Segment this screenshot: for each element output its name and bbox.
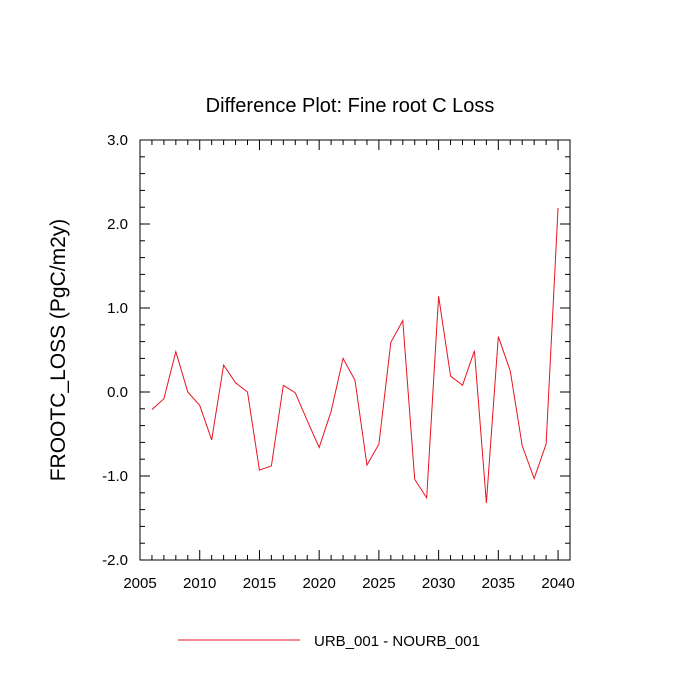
y-tick-label: 0.0 (107, 384, 128, 401)
legend-label: URB_001 - NOURB_001 (314, 633, 480, 650)
series-line-0 (151, 208, 559, 503)
x-tick-label: 2005 (123, 575, 156, 592)
x-tick-label: 2015 (243, 575, 276, 592)
y-axis-label: FROOTC_LOSS (PgC/m2y) (47, 219, 70, 482)
y-tick-label: 2.0 (107, 216, 128, 233)
plot-frame (139, 139, 571, 561)
x-tick-label: 2010 (183, 575, 216, 592)
ticks: 2005 2010 2015 2020 2025 2030 2035 2040 -2.0 -1.0… (102, 132, 575, 592)
y-tick-label: 1.0 (107, 300, 128, 317)
axes (139, 139, 571, 561)
x-tick-label: 2030 (422, 575, 455, 592)
x-tick-label: 2040 (541, 575, 574, 592)
y-tick-label: -1.0 (102, 468, 128, 485)
x-tick-label: 2020 (302, 575, 335, 592)
series-layer (151, 208, 559, 503)
y-tick-label: -2.0 (102, 552, 128, 569)
x-tick-label: 2035 (482, 575, 515, 592)
x-tick-label: 2025 (362, 575, 395, 592)
y-tick-label: 3.0 (107, 132, 128, 149)
chart-title: Difference Plot: Fine root C Loss (206, 95, 495, 117)
legend: URB_001 - NOURB_001 (178, 633, 480, 650)
